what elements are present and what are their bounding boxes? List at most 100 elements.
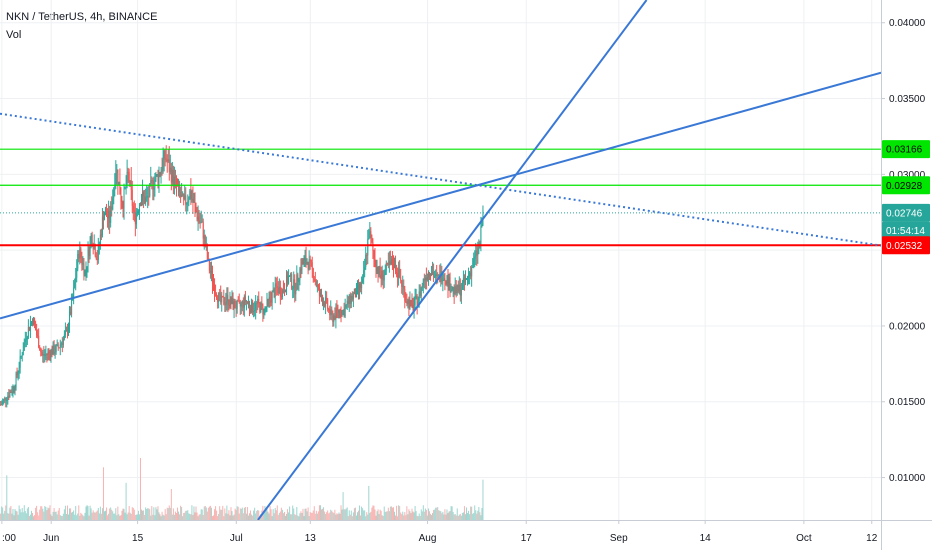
candle-body (449, 277, 451, 292)
candle-body (50, 350, 52, 358)
volume-bar (152, 514, 154, 520)
candle-body (207, 258, 209, 260)
candle-body (328, 308, 330, 310)
candle-body (143, 192, 145, 197)
volume-bar (30, 510, 32, 520)
candle-body (416, 295, 418, 307)
volume-bar (275, 510, 277, 520)
volume-bar (377, 509, 379, 520)
candle-body (213, 283, 215, 285)
candle-body (271, 292, 273, 303)
candle-body (234, 301, 236, 309)
volume-bar (446, 509, 448, 520)
volume-bar (445, 514, 447, 520)
candle-body (262, 305, 264, 315)
volume-bar (168, 505, 170, 520)
symbol-title[interactable]: NKN / TetherUS, 4h, BINANCE (6, 11, 158, 23)
candle-body (211, 271, 213, 284)
candle-body (30, 321, 32, 324)
candle-body (275, 283, 277, 287)
volume-bar (121, 510, 123, 520)
candle-body (468, 276, 470, 278)
volume-bar (345, 508, 347, 520)
candle-body (29, 323, 31, 331)
candle-body (293, 279, 295, 289)
volume-bar (309, 511, 311, 520)
candle-body (384, 270, 386, 276)
candle-body (299, 268, 301, 281)
volume-bar (208, 506, 210, 520)
candle-body (396, 271, 398, 274)
candle-body (292, 288, 294, 290)
candle-body (156, 174, 158, 176)
candle-body (16, 374, 18, 376)
volume-bar (98, 513, 100, 520)
candle-body (7, 395, 9, 401)
volume-indicator-label[interactable]: Vol (6, 29, 22, 41)
volume-bar (17, 514, 19, 520)
candle-body (316, 285, 318, 287)
volume-bar (430, 513, 432, 520)
volume-bar (50, 514, 52, 520)
volume-bar (113, 513, 115, 520)
candle-body (11, 392, 13, 394)
volume-bar (150, 515, 152, 520)
volume-bar (341, 509, 343, 520)
volume-bar (107, 515, 109, 520)
volume-bar (64, 505, 66, 520)
candle-body (57, 344, 59, 348)
volume-bar (218, 513, 220, 520)
volume-bar (424, 508, 426, 520)
volume-bar (66, 505, 68, 520)
volume-bar (236, 506, 238, 520)
candle-body (394, 260, 396, 268)
volume-bar (128, 505, 130, 520)
candle-body (297, 274, 299, 282)
volume-bar (303, 516, 305, 520)
candle-body (451, 289, 453, 291)
candle-body (43, 354, 45, 356)
candle-body (265, 307, 267, 309)
volume-bar (464, 514, 466, 520)
candle-body (326, 297, 328, 300)
volume-bar (222, 505, 224, 520)
volume-bar (361, 506, 363, 520)
volume-bar (106, 507, 108, 520)
volume-bar (27, 507, 29, 520)
volume-bar (390, 506, 392, 520)
volume-bar (117, 506, 119, 520)
candle-body (151, 180, 153, 182)
volume-bar (279, 511, 281, 520)
candle-body (75, 277, 77, 283)
candle-body (166, 160, 168, 162)
candle-body (334, 315, 336, 320)
candle-body (346, 300, 348, 306)
volume-bar (71, 512, 73, 520)
candle-body (114, 186, 116, 189)
trend-line (257, 0, 648, 520)
volume-bar (180, 505, 182, 520)
candle-body (306, 261, 308, 264)
candle-body (318, 287, 320, 296)
candle-body (367, 239, 369, 256)
volume-bar (415, 511, 417, 520)
candle-body (22, 350, 24, 356)
candle-body (24, 339, 26, 343)
candle-body (214, 284, 216, 295)
candle-body (411, 300, 413, 305)
candle-body (55, 345, 57, 352)
volume-bar (458, 514, 460, 520)
candle-body (0, 404, 2, 406)
volume-bar (381, 515, 383, 520)
volume-bar (14, 509, 16, 520)
candle-body (73, 287, 75, 299)
candle-body (215, 294, 217, 296)
candle-body (239, 302, 241, 307)
candle-body (154, 180, 156, 188)
volume-bar (402, 511, 404, 520)
volume-bar (198, 514, 200, 520)
volume-bar (403, 515, 405, 520)
candle-body (392, 265, 394, 268)
candle-body (281, 289, 283, 297)
